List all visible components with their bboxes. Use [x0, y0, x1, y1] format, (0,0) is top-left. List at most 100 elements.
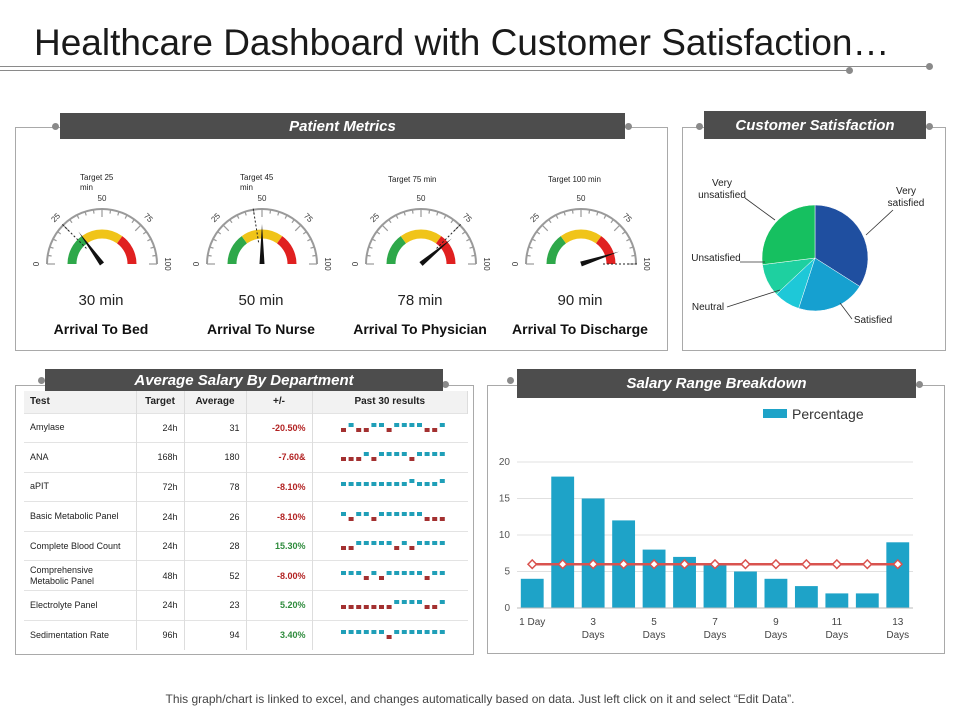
spark-mark	[355, 457, 361, 462]
spark-mark	[363, 575, 369, 580]
col-header-average: Average	[184, 391, 247, 413]
cell-past-results	[312, 530, 468, 561]
gauge-value: 50 min	[238, 292, 284, 309]
spark-mark	[370, 516, 376, 521]
spark-mark	[416, 511, 422, 516]
spark-mark	[348, 605, 354, 610]
spark-mark	[348, 570, 354, 575]
spark-mark	[386, 541, 392, 546]
spark-mark	[348, 630, 354, 635]
spark-mark	[355, 605, 361, 610]
spark-mark	[378, 422, 384, 427]
col-header-test: Test	[24, 391, 137, 413]
spark-mark	[370, 541, 376, 546]
spark-mark	[393, 511, 399, 516]
spark-mark	[401, 600, 407, 605]
gauge-value: 78 min	[397, 292, 443, 309]
cell-average: 28	[184, 530, 247, 561]
salary-range-banner: Salary Range Breakdown	[517, 369, 916, 398]
spark-mark	[378, 541, 384, 546]
spark-mark	[439, 516, 445, 521]
cell-delta: 15.30%	[246, 530, 313, 561]
spark-mark	[401, 570, 407, 575]
spark-mark	[424, 605, 430, 610]
spark-mark	[401, 481, 407, 486]
spark-mark	[340, 511, 346, 516]
spark-mark	[416, 630, 422, 635]
page-title: Healthcare Dashboard with Customer Satis…	[34, 22, 890, 63]
spark-mark	[348, 516, 354, 521]
title-rule-dot-mid	[846, 67, 853, 74]
spark-mark	[431, 452, 437, 457]
spark-mark	[370, 422, 376, 427]
table-header-row: Test Target Average +/- Past 30 results	[24, 391, 468, 413]
title-rule-dot-end	[926, 63, 933, 70]
spark-mark	[424, 541, 430, 546]
gauge-value: 30 min	[78, 292, 124, 309]
spark-mark	[431, 427, 437, 432]
cell-past-results	[312, 412, 468, 443]
spark-mark	[416, 541, 422, 546]
sparkline	[340, 422, 445, 432]
cell-test: ANA	[24, 442, 137, 473]
spark-mark	[439, 422, 445, 427]
spark-mark	[439, 452, 445, 457]
pie-label-neutral: Neutral	[691, 302, 725, 313]
spark-mark	[393, 452, 399, 457]
spark-mark	[370, 605, 376, 610]
spark-mark	[424, 575, 430, 580]
col-header-delta: +/-	[246, 391, 313, 413]
pie-label-unsatisfied: Unsatisfied	[691, 253, 741, 264]
salary-range-panel	[487, 385, 945, 654]
cell-average: 52	[184, 560, 247, 591]
spark-mark	[401, 452, 407, 457]
spark-mark	[408, 511, 414, 516]
pie-label-satisfied: Satisfied	[853, 315, 893, 326]
spark-mark	[363, 511, 369, 516]
sparkline	[340, 600, 445, 610]
cell-past-results	[312, 501, 468, 532]
cell-past-results	[312, 560, 468, 591]
spark-mark	[386, 481, 392, 486]
table-row: Comprehensive Metabolic Panel 48h 52 -8.00%	[24, 560, 468, 591]
pie-label-very-satisfied: Very satisfied	[887, 186, 925, 209]
spark-mark	[408, 546, 414, 551]
panel-dot	[52, 123, 59, 130]
cell-delta: -20.50%	[246, 412, 313, 443]
spark-mark	[363, 541, 369, 546]
pie-label-very-unsatisfied: Very unsatisfied	[698, 178, 746, 201]
sparkline	[340, 452, 445, 462]
cell-delta: 3.40%	[246, 619, 313, 650]
gauge-label: Arrival To Discharge	[512, 321, 648, 337]
spark-mark	[386, 452, 392, 457]
spark-mark	[378, 511, 384, 516]
cell-test: Amylase	[24, 412, 137, 443]
spark-mark	[355, 511, 361, 516]
cell-average: 26	[184, 501, 247, 532]
spark-mark	[393, 600, 399, 605]
spark-mark	[393, 630, 399, 635]
cell-target: 72h	[136, 471, 185, 502]
spark-mark	[424, 516, 430, 521]
spark-mark	[439, 541, 445, 546]
title-rule-top	[0, 66, 930, 67]
spark-mark	[416, 570, 422, 575]
cell-delta: 5.20%	[246, 590, 313, 621]
panel-dot	[696, 123, 703, 130]
cell-delta: -7.60&	[246, 442, 313, 473]
spark-mark	[386, 570, 392, 575]
table-row: Electrolyte Panel 24h 23 5.20%	[24, 590, 468, 621]
gauge-label: Arrival To Nurse	[207, 321, 315, 337]
gauge-label: Arrival To Bed	[53, 321, 149, 337]
spark-mark	[370, 570, 376, 575]
spark-mark	[386, 605, 392, 610]
spark-mark	[355, 481, 361, 486]
sparkline	[340, 511, 445, 521]
spark-mark	[355, 541, 361, 546]
cell-target: 48h	[136, 560, 185, 591]
sparkline	[340, 570, 445, 580]
salary-table: Test Target Average +/- Past 30 results …	[24, 391, 468, 650]
cell-target: 24h	[136, 590, 185, 621]
spark-mark	[348, 457, 354, 462]
spark-mark	[340, 630, 346, 635]
